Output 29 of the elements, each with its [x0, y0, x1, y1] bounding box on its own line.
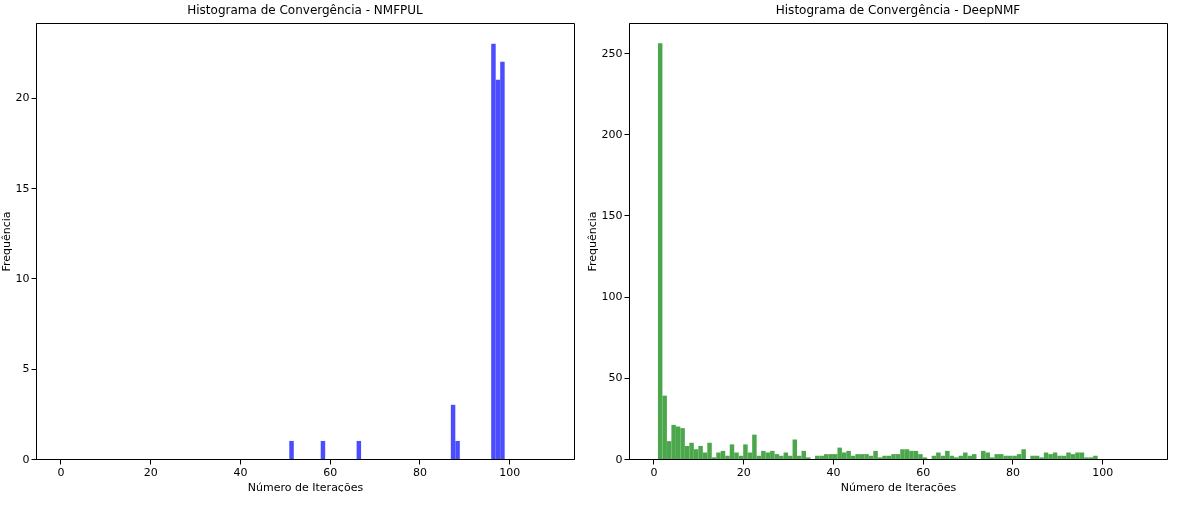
y-tick-label: 15 [15, 181, 30, 195]
y-axis-title: Frequência [0, 211, 13, 272]
y-tick-label: 10 [15, 271, 30, 285]
x-tick-label: 40 [233, 465, 248, 479]
x-tick-label: 60 [916, 465, 931, 479]
x-tick-label: 20 [143, 465, 158, 479]
x-tick-label: 80 [1005, 465, 1020, 479]
x-tick-label: 60 [323, 465, 338, 479]
y-tick-label: 250 [601, 46, 623, 60]
y-tick-label: 0 [615, 452, 623, 466]
y-tick-label: 20 [15, 91, 30, 105]
y-tick-label: 5 [22, 362, 30, 376]
x-axis-title: Número de Iterações [840, 480, 957, 494]
x-tick-label: 40 [826, 465, 841, 479]
x-tick-label: 100 [1092, 465, 1114, 479]
x-tick-label: 0 [650, 465, 658, 479]
x-tick-label: 80 [412, 465, 427, 479]
x-tick-label: 0 [57, 465, 65, 479]
y-tick-label: 0 [22, 452, 30, 466]
x-tick-label: 100 [499, 465, 521, 479]
chart-title: Histograma de Convergência - NMFPUL [187, 3, 424, 17]
chart-title: Histograma de Convergência - DeepNMF [775, 3, 1021, 17]
y-tick-label: 200 [601, 127, 623, 141]
y-axis-title: Frequência [585, 211, 599, 272]
y-tick-label: 50 [608, 371, 623, 385]
x-tick-label: 20 [736, 465, 751, 479]
y-tick-label: 150 [601, 208, 623, 222]
x-axis-title: Número de Iterações [247, 480, 364, 494]
y-tick-label: 100 [601, 290, 623, 304]
